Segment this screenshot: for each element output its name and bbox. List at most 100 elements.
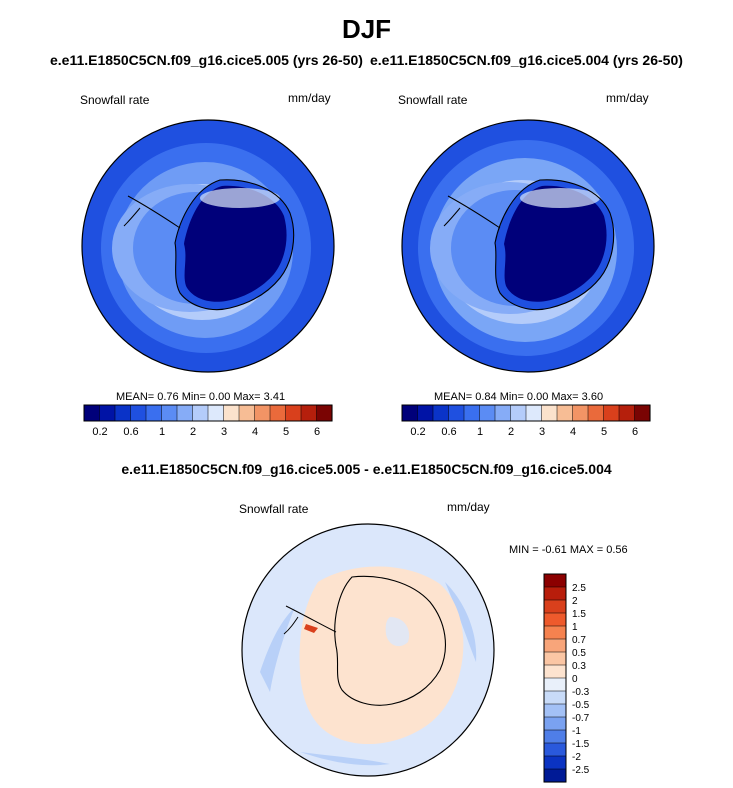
left-colorbar-tick-label: 2	[190, 426, 196, 438]
right-colorbar-cell	[417, 404, 434, 422]
diff-colorbar-cell	[543, 625, 567, 640]
left-map-antarctica-interior	[184, 185, 287, 302]
diff-colorbar-cell	[543, 599, 567, 614]
right-units-label: mm/day	[606, 91, 649, 105]
left-colorbar-cell	[130, 404, 147, 422]
diff-colorbar-tick-label: 0	[572, 674, 578, 685]
diff-map-coastline	[334, 575, 446, 706]
diff-map-peninsula	[283, 605, 337, 635]
diff-polar-map	[241, 523, 495, 777]
left-colorbar-tick-label: 4	[252, 426, 258, 438]
left-colorbar-cell	[316, 404, 333, 422]
left-colorbar-tick-label: 0.6	[123, 426, 138, 438]
right-colorbar-cell	[525, 404, 543, 422]
diff-colorbar-cell	[543, 664, 567, 679]
diff-colorbar-tick-label: -0.5	[572, 700, 590, 711]
diff-colorbar-tick-label: -0.7	[572, 713, 590, 724]
diff-map-negative-patch-3	[300, 752, 390, 766]
left-colorbar-cell	[254, 404, 271, 422]
left-variable-label: Snowfall rate	[80, 93, 150, 107]
left-map-light-arc	[200, 188, 280, 208]
diff-map-negative-patch-2	[445, 582, 477, 662]
diff-colorbar-cell	[543, 729, 567, 744]
left-colorbar-tick-label: 1	[159, 426, 165, 438]
right-colorbar-cell	[603, 404, 620, 422]
diff-colorbar-cell	[543, 755, 567, 770]
left-colorbar-cell	[300, 404, 318, 422]
right-map-peninsula	[443, 195, 501, 229]
right-colorbar-cell	[572, 404, 589, 422]
right-stats: MEAN= 0.84 Min= 0.00 Max= 3.60	[434, 391, 604, 403]
diff-colorbar-cell	[543, 703, 567, 718]
diff-colorbar-cell	[543, 677, 567, 692]
left-colorbar-cell	[145, 404, 163, 422]
diff-colorbar-tick-label: 2	[572, 596, 578, 607]
right-colorbar-tick-label: 5	[601, 426, 607, 438]
right-colorbar-cells	[401, 404, 651, 422]
diff-colorbar-cell	[543, 638, 567, 653]
diff-colorbar-cell	[543, 716, 567, 731]
right-colorbar-cell	[448, 404, 465, 422]
right-case-title: e.e11.E1850C5CN.f09_g16.cice5.004 (yrs 2…	[370, 52, 683, 68]
right-colorbar-cell	[634, 404, 651, 422]
left-map-coastline	[174, 179, 295, 311]
diff-map-negative-interior	[385, 617, 410, 647]
page-title: DJF	[341, 14, 392, 44]
diff-colorbar-cell	[543, 612, 567, 627]
left-colorbar-tick-label: 3	[221, 426, 227, 438]
right-colorbar-cell	[494, 404, 512, 422]
left-map-peninsula	[123, 195, 181, 229]
diff-colorbar-cell	[543, 586, 567, 601]
left-colorbar-tick-label: 6	[314, 426, 320, 438]
diff-colorbar-tick-label: 2.5	[572, 583, 586, 594]
left-colorbar-cells	[83, 404, 333, 422]
left-colorbar-cell	[99, 404, 116, 422]
diff-colorbar-cell	[543, 690, 567, 705]
diff-colorbar-tick-label: -2.5	[572, 765, 590, 776]
right-map-light-arc	[520, 188, 600, 208]
left-colorbar-cell	[269, 404, 287, 422]
left-colorbar-cell	[176, 404, 194, 422]
diff-colorbar-tick-label: 1	[572, 622, 578, 633]
diff-variable-label: Snowfall rate	[239, 502, 309, 516]
left-units-label: mm/day	[288, 91, 331, 105]
right-colorbar-tick-label: 0.2	[410, 426, 425, 438]
left-colorbar-cell	[207, 404, 225, 422]
diff-colorbar-tick-label: -1.5	[572, 739, 590, 750]
right-colorbar-cell	[556, 404, 574, 422]
left-colorbar: 0.2 0.6 1 2 3 4 5 6	[83, 404, 333, 438]
right-colorbar-tick-label: 4	[570, 426, 576, 438]
diff-map-negative-patch-1	[260, 607, 295, 692]
diff-colorbar-tick-label: 0.7	[572, 635, 586, 646]
diff-colorbar-cell	[543, 742, 567, 757]
right-map-antarctica-interior	[504, 185, 607, 302]
diff-colorbar-tick-label: 0.3	[572, 661, 586, 672]
right-colorbar-cell	[463, 404, 481, 422]
right-colorbar-tick-label: 1	[477, 426, 483, 438]
right-colorbar-tick-label: 0.6	[441, 426, 456, 438]
diff-colorbar-tick-label: -0.3	[572, 687, 590, 698]
diff-colorbar-tick-label: -2	[572, 752, 581, 763]
right-colorbar-cell	[510, 404, 527, 422]
right-map-border	[401, 119, 655, 373]
left-polar-map	[81, 119, 335, 373]
right-colorbar: 0.2 0.6 1 2 3 4 5 6	[401, 404, 651, 438]
right-colorbar-tick-label: 2	[508, 426, 514, 438]
right-colorbar-tick-label: 3	[539, 426, 545, 438]
left-stats: MEAN= 0.76 Min= 0.00 Max= 3.41	[116, 391, 286, 403]
right-colorbar-cell	[541, 404, 558, 422]
right-colorbar-cell	[587, 404, 605, 422]
diff-stats: MIN = -0.61 MAX = 0.56	[509, 544, 628, 556]
right-colorbar-tick-label: 6	[632, 426, 638, 438]
diff-colorbar-cells	[543, 573, 567, 783]
left-case-title: e.e11.E1850C5CN.f09_g16.cice5.005 (yrs 2…	[50, 52, 363, 68]
left-colorbar-cell	[83, 404, 101, 422]
right-colorbar-cell	[479, 404, 496, 422]
right-polar-map	[401, 119, 655, 373]
right-map-coastline	[494, 179, 615, 311]
left-colorbar-tick-label: 0.2	[92, 426, 107, 438]
diff-colorbar-tick-label: -1	[572, 726, 581, 737]
diff-colorbar-frame	[543, 573, 567, 783]
left-colorbar-cell	[285, 404, 302, 422]
diff-map-border	[241, 523, 495, 777]
